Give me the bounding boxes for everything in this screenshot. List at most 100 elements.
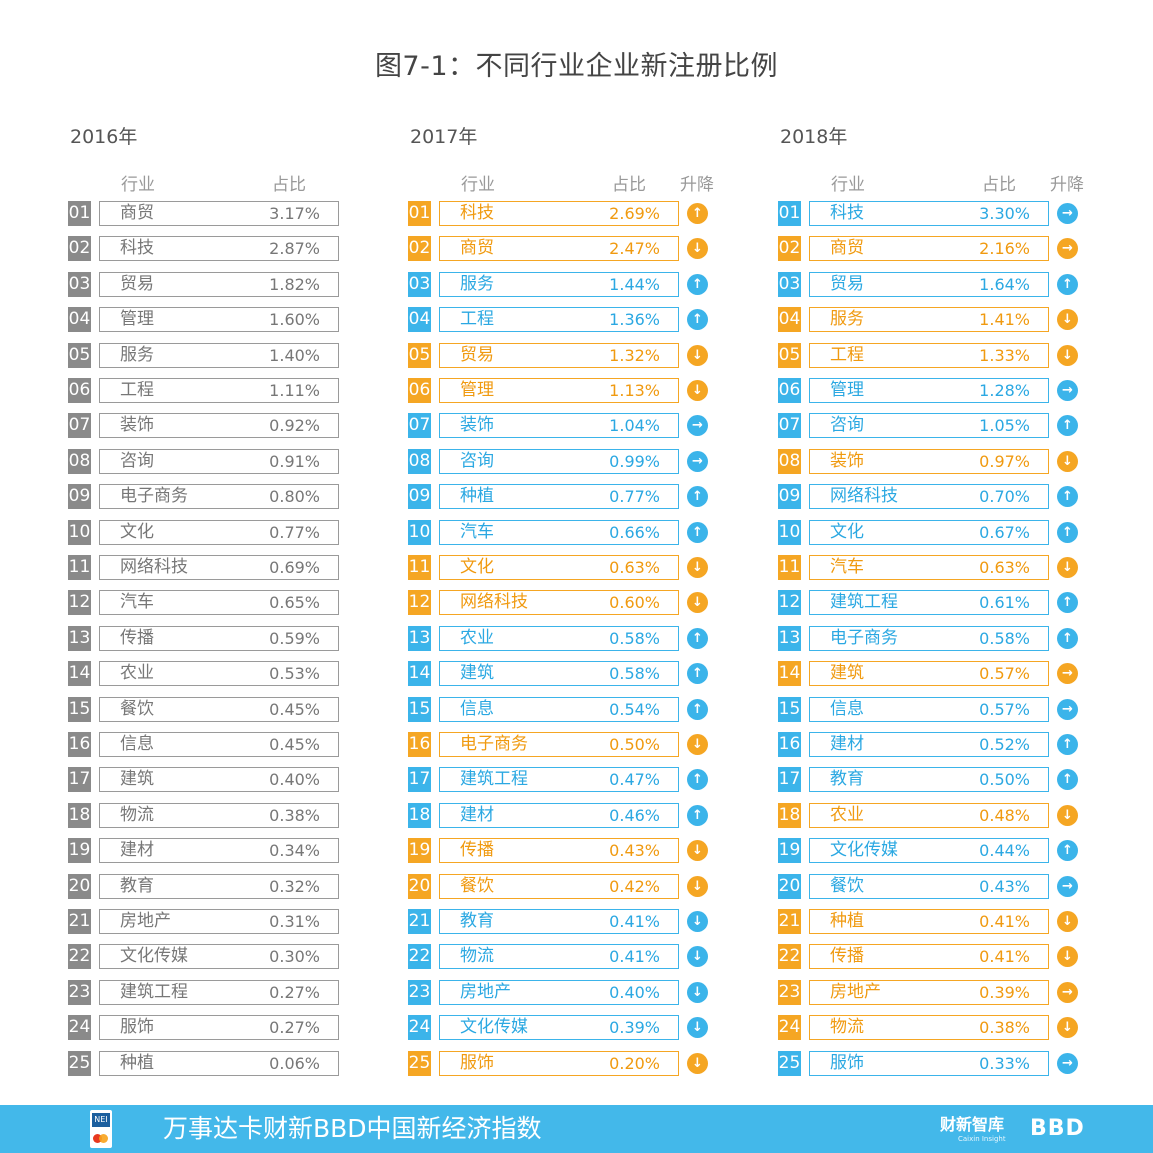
arrow-down-circle-icon: ↓ bbox=[687, 238, 708, 260]
rank-badge: 10 bbox=[68, 519, 91, 545]
industry-name: 种植 bbox=[460, 486, 494, 507]
year-label: 2018年 bbox=[780, 126, 848, 148]
row-box: 商贸 2.16% bbox=[809, 236, 1049, 262]
arrow-up-circle-icon: ↑ bbox=[687, 203, 708, 224]
row-box: 装饰 0.92% bbox=[99, 413, 339, 439]
rank-badge: 14 bbox=[408, 661, 431, 687]
table-row: 24 物流 0.38% ↓ bbox=[778, 1015, 1080, 1041]
table-row: 18 农业 0.48% ↓ bbox=[778, 802, 1080, 828]
year-label: 2016年 bbox=[70, 126, 138, 148]
arrow-up-circle-icon: ↑ bbox=[687, 804, 708, 826]
table-row: 08 咨询 0.99% → bbox=[408, 448, 710, 474]
industry-name: 传播 bbox=[120, 627, 154, 648]
share-value: 0.50% bbox=[609, 735, 660, 754]
share-value: 0.99% bbox=[609, 451, 660, 471]
row-box: 建材 0.34% bbox=[99, 838, 339, 864]
rank-badge: 04 bbox=[68, 307, 91, 333]
arrow-down-circle-icon: ↓ bbox=[1057, 557, 1078, 578]
arrow-up-circle-icon: ↑ bbox=[1057, 273, 1078, 295]
table-row: 20 餐饮 0.42% ↓ bbox=[408, 873, 710, 899]
rank-badge: 15 bbox=[778, 696, 801, 722]
share-value: 0.41% bbox=[609, 947, 660, 967]
share-value: 0.45% bbox=[269, 699, 320, 719]
table-row: 13 电子商务 0.58% ↑ bbox=[778, 625, 1080, 651]
row-box: 文化传媒 0.44% bbox=[809, 838, 1049, 864]
arrow-down-circle-icon: ↓ bbox=[687, 1052, 708, 1074]
table-row: 22 文化传媒 0.30% bbox=[68, 944, 340, 970]
table-row: 01 科技 2.69% ↑ bbox=[408, 201, 710, 226]
table-row: 03 贸易 1.82% bbox=[68, 271, 340, 297]
industry-name: 咨询 bbox=[120, 450, 154, 471]
share-value: 0.91% bbox=[269, 451, 320, 471]
industry-name: 工程 bbox=[120, 380, 154, 400]
share-value: 0.61% bbox=[979, 593, 1030, 613]
rank-badge: 02 bbox=[68, 236, 91, 262]
industry-name: 餐饮 bbox=[830, 875, 864, 896]
table-row: 22 物流 0.41% ↓ bbox=[408, 944, 710, 970]
rank-badge: 04 bbox=[408, 307, 431, 333]
share-value: 1.04% bbox=[609, 416, 660, 436]
table-row: 07 咨询 1.05% ↑ bbox=[778, 413, 1080, 439]
table-row: 02 科技 2.87% bbox=[68, 236, 340, 262]
year-column-2017: 2017年 行业 占比 升降 01 科技 2.69% ↑ 02 商贸 2.47% ↓ 03 服务 1… bbox=[408, 0, 718, 1100]
table-row: 17 建筑工程 0.47% ↑ bbox=[408, 767, 710, 793]
rank-badge: 16 bbox=[408, 732, 431, 757]
industry-name: 房地产 bbox=[120, 911, 171, 931]
arrow-down-circle-icon: ↓ bbox=[687, 1017, 708, 1039]
row-box: 教育 0.32% bbox=[99, 873, 339, 899]
industry-name: 服务 bbox=[830, 309, 864, 330]
header-industry: 行业 bbox=[831, 175, 865, 195]
industry-name: 房地产 bbox=[460, 981, 511, 1002]
share-value: 0.77% bbox=[609, 487, 660, 507]
industry-name: 服饰 bbox=[120, 1017, 154, 1038]
industry-name: 电子商务 bbox=[460, 734, 528, 754]
table-row: 14 农业 0.53% bbox=[68, 661, 340, 687]
share-value: 1.13% bbox=[609, 381, 660, 400]
share-value: 0.63% bbox=[609, 558, 660, 577]
row-box: 传播 0.59% bbox=[99, 625, 339, 651]
rank-badge: 13 bbox=[778, 625, 801, 651]
share-value: 0.48% bbox=[979, 805, 1030, 825]
table-row: 18 建材 0.46% ↑ bbox=[408, 802, 710, 828]
rank-badge: 20 bbox=[408, 873, 431, 899]
row-box: 汽车 0.66% bbox=[439, 519, 679, 545]
arrow-right-circle-icon: → bbox=[1057, 663, 1078, 685]
share-value: 1.82% bbox=[269, 274, 320, 294]
share-value: 1.33% bbox=[979, 345, 1030, 365]
industry-name: 管理 bbox=[830, 380, 864, 400]
table-row: 14 建筑 0.58% ↑ bbox=[408, 661, 710, 687]
share-value: 0.58% bbox=[609, 664, 660, 684]
table-row: 14 建筑 0.57% → bbox=[778, 661, 1080, 687]
industry-name: 贸易 bbox=[120, 273, 154, 294]
share-value: 1.40% bbox=[269, 345, 320, 365]
table-row: 23 房地产 0.40% ↓ bbox=[408, 979, 710, 1005]
row-box: 服务 1.40% bbox=[99, 342, 339, 368]
header-share: 占比 bbox=[612, 175, 646, 195]
share-value: 0.44% bbox=[979, 841, 1030, 861]
row-box: 种植 0.41% bbox=[809, 909, 1049, 934]
share-value: 0.43% bbox=[979, 876, 1030, 896]
share-value: 0.54% bbox=[609, 699, 660, 719]
industry-name: 建筑工程 bbox=[460, 769, 528, 790]
table-row: 05 贸易 1.32% ↓ bbox=[408, 342, 710, 368]
table-row: 01 科技 3.30% → bbox=[778, 201, 1080, 226]
share-value: 1.41% bbox=[979, 310, 1030, 330]
table-row: 15 餐饮 0.45% bbox=[68, 696, 340, 722]
arrow-down-circle-icon: ↓ bbox=[687, 344, 708, 366]
row-box: 文化 0.77% bbox=[99, 519, 339, 545]
row-box: 房地产 0.31% bbox=[99, 909, 339, 934]
arrow-up-circle-icon: ↑ bbox=[1057, 734, 1078, 755]
share-value: 1.28% bbox=[979, 381, 1030, 400]
arrow-up-circle-icon: ↑ bbox=[687, 698, 708, 720]
table-row: 19 建材 0.34% bbox=[68, 838, 340, 864]
share-value: 0.20% bbox=[609, 1053, 660, 1073]
table-row: 08 装饰 0.97% ↓ bbox=[778, 448, 1080, 474]
industry-name: 服务 bbox=[460, 273, 494, 294]
table-row: 01 商贸 3.17% bbox=[68, 201, 340, 226]
table-row: 02 商贸 2.16% → bbox=[778, 236, 1080, 262]
industry-name: 科技 bbox=[460, 203, 494, 223]
industry-name: 传播 bbox=[460, 840, 494, 861]
industry-name: 网络科技 bbox=[830, 486, 898, 507]
table-row: 20 餐饮 0.43% → bbox=[778, 873, 1080, 899]
industry-name: 科技 bbox=[830, 203, 864, 223]
